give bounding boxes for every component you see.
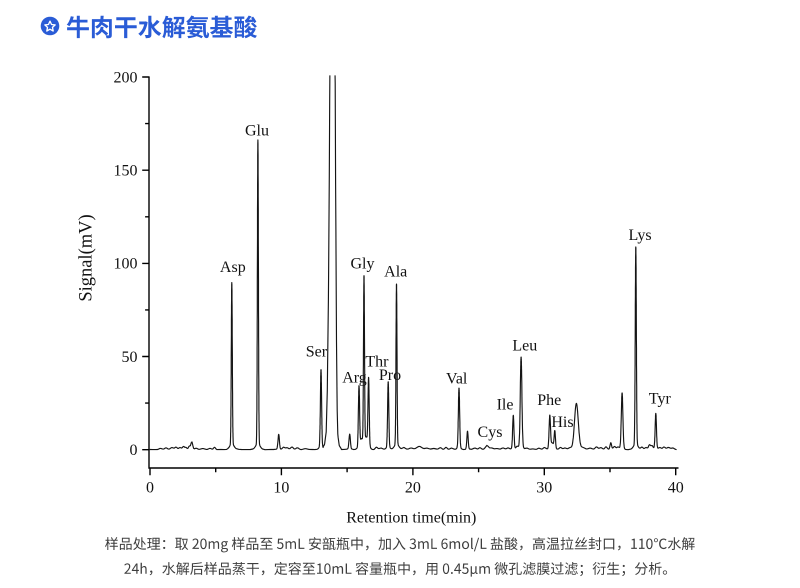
svg-text:40: 40	[668, 480, 684, 497]
svg-text:Pro: Pro	[379, 367, 401, 384]
svg-text:30: 30	[536, 480, 552, 497]
svg-text:50: 50	[122, 349, 138, 366]
svg-text:Gly: Gly	[351, 255, 375, 272]
svg-text:20: 20	[405, 480, 421, 497]
svg-text:Ser: Ser	[306, 343, 328, 360]
svg-text:0: 0	[146, 480, 154, 497]
svg-text:Lys: Lys	[628, 227, 651, 244]
svg-text:Tyr: Tyr	[649, 391, 672, 408]
svg-text:Ala: Ala	[384, 264, 407, 281]
svg-text:Ile: Ile	[497, 396, 514, 413]
svg-text:Val: Val	[446, 370, 468, 387]
svg-text:200: 200	[114, 69, 138, 86]
svg-text:His: His	[551, 414, 573, 431]
svg-text:Cys: Cys	[478, 424, 503, 441]
svg-text:Thr: Thr	[365, 353, 389, 370]
svg-text:10: 10	[273, 480, 289, 497]
svg-text:Asp: Asp	[220, 259, 246, 276]
svg-text:Phe: Phe	[537, 392, 561, 409]
svg-text:0: 0	[130, 442, 138, 459]
svg-text:Leu: Leu	[512, 337, 537, 354]
svg-text:150: 150	[114, 163, 138, 180]
svg-text:Glu: Glu	[245, 122, 269, 139]
svg-text:Arg: Arg	[342, 370, 367, 387]
svg-text:Retention time(min): Retention time(min)	[346, 510, 476, 527]
svg-text:Signal(mV): Signal(mV)	[77, 214, 97, 301]
svg-text:100: 100	[114, 256, 138, 273]
